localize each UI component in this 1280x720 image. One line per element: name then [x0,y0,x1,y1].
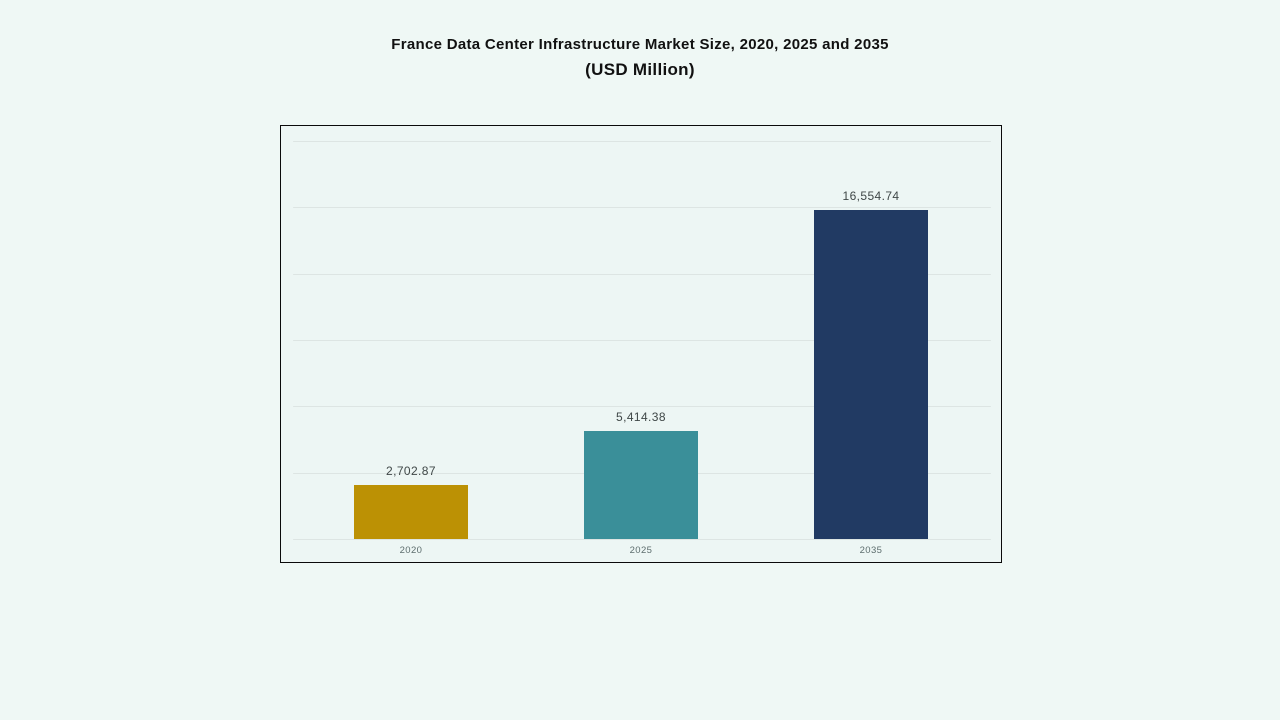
x-axis-tick-labels: 2020 2025 2035 [296,545,986,556]
gridline [293,207,991,209]
bar-2035 [814,209,928,539]
bar-value-label-2025: 5,414.38 [616,410,666,425]
bar-value-label-2020: 2,702.87 [386,464,436,479]
bar-group-2035: 16,554.74 [756,141,986,539]
gridline [293,539,991,540]
chart-title-line2: (USD Million) [585,60,695,79]
gridline [293,406,991,408]
bar-group-2020: 2,702.87 [296,141,526,539]
gridline [293,141,991,142]
gridline [293,273,991,275]
bar-value-label-2035: 16,554.74 [842,188,900,203]
x-tick-label-2035: 2035 [859,545,883,556]
bar-group-2025: 5,414.38 [526,141,756,539]
chart-title: France Data Center Infrastructure Market… [0,36,1280,80]
x-tick-label-2020: 2020 [399,545,423,556]
bar-2020 [354,485,468,539]
x-tick-label-2025: 2025 [629,545,653,556]
chart-plot-area: 2,702.87 5,414.38 16,554.74 2020 2025 2035 [280,125,1002,563]
bars-layer: 2,702.87 5,414.38 16,554.74 [296,141,986,539]
gridline [293,340,991,341]
bar-2025 [584,431,698,539]
chart-title-line1: France Data Center Infrastructure Market… [391,36,889,53]
